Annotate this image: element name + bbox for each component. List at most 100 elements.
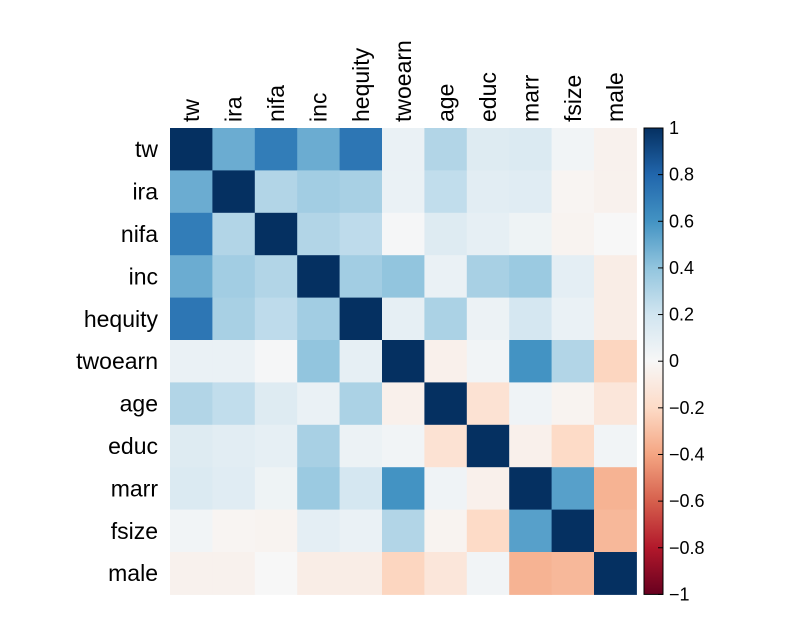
cell-male-inc [297, 552, 341, 595]
cell-educ-age [424, 424, 468, 468]
cell-inc-ira [212, 255, 256, 299]
cell-educ-inc [297, 424, 341, 468]
cell-inc-tw [170, 255, 213, 299]
colorbar-tick-label: 1 [669, 118, 679, 138]
colorbar-tick-label: 0.2 [669, 305, 694, 325]
cell-nifa-hequity [339, 212, 383, 256]
row-label-male: male [108, 560, 158, 586]
cell-tw-nifa [254, 128, 298, 171]
cell-nifa-tw [170, 212, 213, 256]
cell-hequity-marr [509, 297, 553, 341]
cell-ira-educ [466, 170, 510, 214]
row-label-hequity: hequity [84, 306, 159, 332]
cell-inc-marr [509, 255, 553, 299]
cell-age-ira [212, 382, 256, 426]
cell-fsize-educ [466, 509, 510, 553]
cell-twoearn-tw [170, 340, 213, 383]
cell-educ-fsize [551, 424, 595, 468]
cell-nifa-twoearn [382, 212, 425, 256]
cell-hequity-ira [212, 297, 256, 341]
colorbar-tick-label: 0 [669, 351, 679, 371]
colorbar-tick-label: −0.2 [669, 398, 705, 418]
row-labels: tw ira nifa inc hequity twoearn age educ marr fsi… [76, 136, 158, 586]
cell-nifa-fsize [551, 212, 595, 256]
cell-fsize-twoearn [382, 509, 425, 553]
column-label-ira: ira [221, 96, 247, 122]
cell-ira-inc [297, 170, 341, 214]
colorbar-tick-label: −0.8 [669, 538, 705, 558]
cell-tw-inc [297, 128, 341, 171]
cell-male-nifa [254, 552, 298, 595]
colorbar-tick-label: −0.6 [669, 491, 705, 511]
colorbar-tick-label: 0.4 [669, 258, 694, 278]
cell-tw-ira [212, 128, 256, 171]
cell-marr-educ [466, 467, 510, 511]
cell-nifa-age [424, 212, 468, 256]
cell-fsize-age [424, 509, 468, 553]
cell-age-fsize [551, 382, 595, 426]
cell-fsize-hequity [339, 509, 383, 553]
row-label-ira: ira [132, 179, 158, 205]
cell-marr-tw [170, 467, 213, 511]
cell-marr-fsize [551, 467, 595, 511]
cell-male-hequity [339, 552, 383, 595]
cell-marr-nifa [254, 467, 298, 511]
row-label-tw: tw [135, 136, 158, 162]
column-label-inc: inc [305, 93, 331, 122]
cell-inc-inc [297, 255, 341, 299]
cell-twoearn-ira [212, 340, 256, 383]
cell-educ-educ [466, 424, 510, 468]
cell-tw-hequity [339, 128, 383, 171]
cell-marr-twoearn [382, 467, 425, 511]
cell-twoearn-educ [466, 340, 510, 383]
cell-twoearn-nifa [254, 340, 298, 383]
column-label-hequity: hequity [348, 47, 374, 122]
cell-educ-twoearn [382, 424, 425, 468]
cell-nifa-marr [509, 212, 553, 256]
cell-twoearn-fsize [551, 340, 595, 383]
cell-hequity-inc [297, 297, 341, 341]
cell-fsize-ira [212, 509, 256, 553]
cell-educ-male [594, 424, 637, 468]
cell-fsize-marr [509, 509, 553, 553]
cell-tw-male [594, 128, 637, 171]
column-label-educ: educ [475, 72, 501, 122]
cell-marr-age [424, 467, 468, 511]
cell-inc-hequity [339, 255, 383, 299]
cell-inc-age [424, 255, 468, 299]
cell-male-age [424, 552, 468, 595]
colorbar: 1 0.8 0.6 0.4 0.2 0 −0.2 −0.4 −0.6 −0.8 −1 [643, 118, 705, 604]
cell-twoearn-marr [509, 340, 553, 383]
cell-tw-fsize [551, 128, 595, 171]
cell-fsize-male [594, 509, 637, 553]
column-label-male: male [602, 72, 628, 122]
cell-age-marr [509, 382, 553, 426]
cell-hequity-hequity [339, 297, 383, 341]
cell-nifa-nifa [254, 212, 298, 256]
cell-inc-nifa [254, 255, 298, 299]
cell-male-male [594, 552, 637, 595]
cell-tw-tw [170, 128, 213, 171]
column-label-twoearn: twoearn [390, 40, 416, 122]
cell-marr-male [594, 467, 637, 511]
column-label-age: age [433, 84, 459, 122]
cell-tw-educ [466, 128, 510, 171]
cell-educ-ira [212, 424, 256, 468]
cell-tw-age [424, 128, 468, 171]
cell-male-twoearn [382, 552, 425, 595]
cell-age-male [594, 382, 637, 426]
cell-ira-hequity [339, 170, 383, 214]
cell-educ-marr [509, 424, 553, 468]
column-label-nifa: nifa [263, 85, 289, 122]
cell-hequity-nifa [254, 297, 298, 341]
cell-nifa-inc [297, 212, 341, 256]
cell-ira-age [424, 170, 468, 214]
cell-male-ira [212, 552, 256, 595]
cell-hequity-tw [170, 297, 213, 341]
cell-tw-twoearn [382, 128, 425, 171]
cell-fsize-fsize [551, 509, 595, 553]
cell-hequity-twoearn [382, 297, 425, 341]
cell-ira-fsize [551, 170, 595, 214]
cell-hequity-age [424, 297, 468, 341]
